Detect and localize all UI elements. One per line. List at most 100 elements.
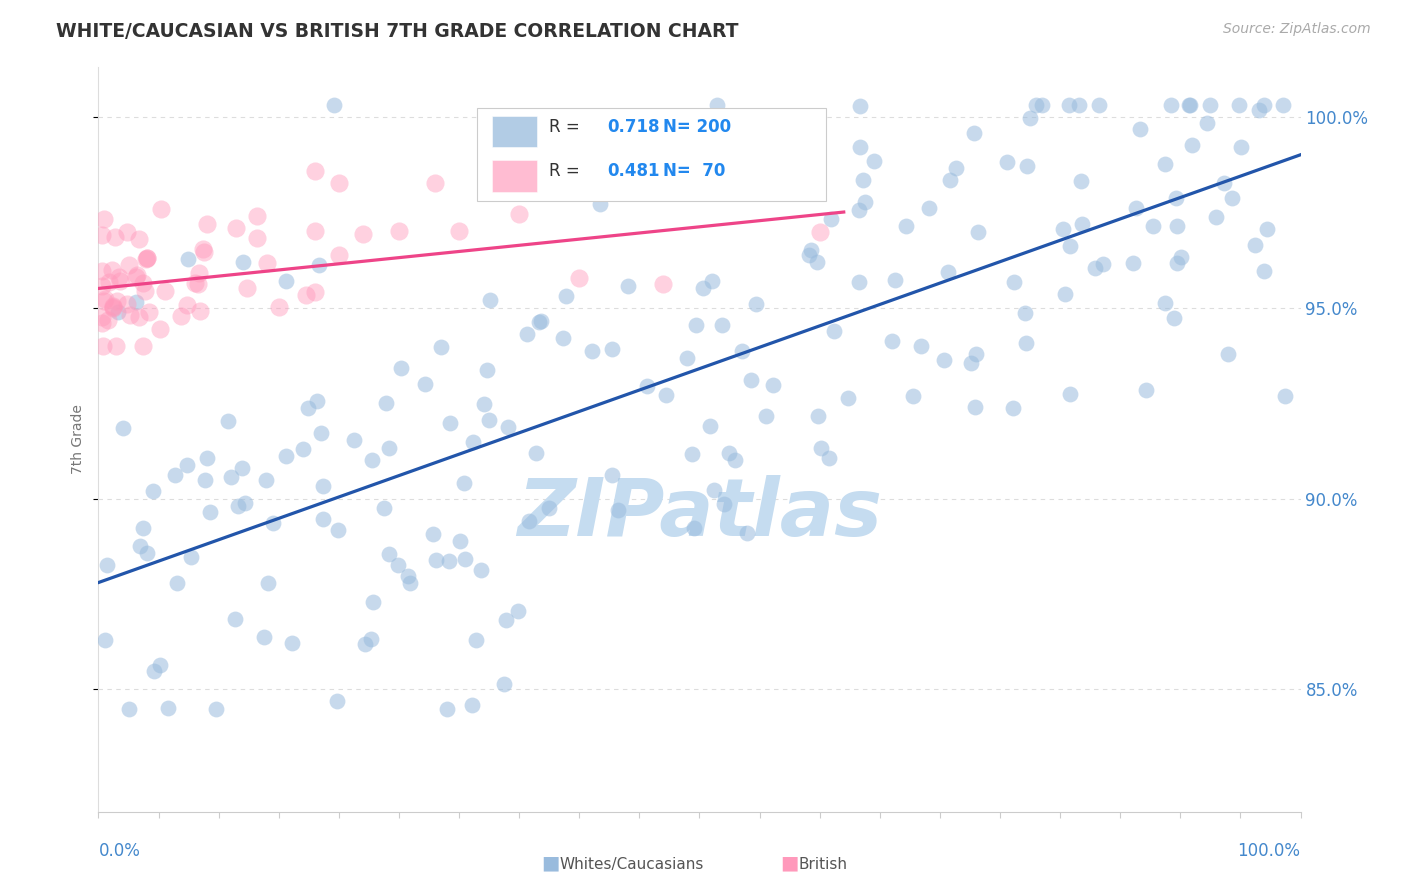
Point	[231, 255, 253, 269]
Point	[1125, 201, 1147, 215]
Point	[849, 99, 872, 113]
Text: R =: R =	[550, 162, 585, 180]
Point	[176, 458, 198, 473]
Text: N= 200: N= 200	[664, 118, 731, 136]
Point	[699, 419, 721, 434]
Point	[363, 594, 385, 608]
Point	[1129, 122, 1152, 136]
Point	[132, 338, 155, 352]
Point	[1135, 383, 1157, 397]
Point	[274, 449, 297, 463]
Point	[568, 271, 591, 285]
Point	[387, 558, 409, 573]
Point	[1244, 238, 1267, 252]
Point	[896, 219, 918, 233]
Point	[1091, 257, 1114, 271]
Point	[98, 275, 121, 289]
Point	[616, 279, 638, 293]
Point	[498, 420, 520, 434]
Point	[472, 397, 495, 411]
Point	[1154, 296, 1177, 310]
Point	[810, 442, 832, 456]
Point	[103, 230, 125, 244]
Point	[706, 98, 728, 112]
Text: 0.481: 0.481	[607, 162, 659, 180]
Text: Source: ZipAtlas.com: Source: ZipAtlas.com	[1223, 22, 1371, 37]
Point	[195, 217, 218, 231]
Point	[205, 701, 228, 715]
Point	[91, 310, 114, 325]
Point	[194, 473, 217, 487]
Point	[463, 434, 485, 449]
Point	[91, 263, 114, 277]
Point	[115, 225, 138, 239]
Point	[118, 701, 141, 715]
Point	[755, 409, 778, 423]
Point	[606, 503, 628, 517]
Point	[149, 658, 172, 673]
Point	[226, 499, 249, 513]
Point	[744, 296, 766, 310]
Point	[1122, 256, 1144, 270]
Point	[1272, 98, 1295, 112]
Point	[128, 539, 150, 553]
Point	[823, 324, 845, 338]
Point	[195, 450, 218, 465]
Point	[136, 546, 159, 560]
Point	[995, 154, 1018, 169]
Point	[297, 401, 319, 416]
Point	[326, 694, 349, 708]
Point	[652, 277, 675, 292]
Point	[453, 552, 475, 566]
Point	[675, 351, 697, 366]
Point	[453, 476, 475, 491]
Text: N=  70: N= 70	[664, 162, 725, 180]
Point	[1253, 264, 1275, 278]
Point	[328, 176, 350, 190]
Point	[681, 447, 703, 461]
Point	[292, 442, 315, 456]
Point	[1256, 222, 1278, 236]
Point	[1153, 157, 1175, 171]
Y-axis label: 7th Grade: 7th Grade	[70, 404, 84, 475]
Point	[135, 252, 157, 266]
Point	[281, 636, 304, 650]
Point	[437, 554, 460, 568]
Point	[132, 521, 155, 535]
Point	[107, 304, 129, 318]
Point	[682, 521, 704, 535]
Point	[398, 569, 420, 583]
Point	[853, 195, 876, 210]
Point	[718, 446, 741, 460]
Point	[960, 355, 983, 369]
Point	[323, 98, 346, 112]
Point	[253, 630, 276, 644]
Point	[200, 505, 222, 519]
Point	[689, 158, 711, 172]
Point	[1163, 310, 1185, 325]
Point	[863, 153, 886, 168]
Point	[425, 553, 447, 567]
Point	[224, 612, 246, 626]
Point	[93, 212, 115, 227]
Point	[817, 450, 839, 465]
Point	[308, 258, 330, 272]
Point	[537, 501, 560, 516]
Point	[328, 248, 350, 262]
Point	[274, 274, 297, 288]
Point	[475, 363, 498, 377]
Point	[965, 347, 987, 361]
Text: ZIPatlas: ZIPatlas	[517, 475, 882, 553]
Point	[166, 575, 188, 590]
Point	[692, 281, 714, 295]
Point	[478, 413, 501, 427]
Point	[389, 360, 412, 375]
Point	[508, 206, 530, 220]
Point	[1057, 98, 1080, 112]
Point	[1031, 98, 1053, 112]
Point	[516, 327, 538, 342]
Point	[1160, 98, 1182, 112]
Point	[304, 164, 326, 178]
Point	[447, 224, 470, 238]
Point	[1166, 255, 1188, 269]
